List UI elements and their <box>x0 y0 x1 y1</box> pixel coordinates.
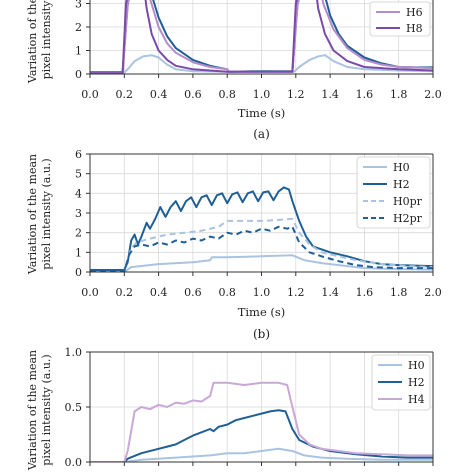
series-line-h2pr <box>90 225 433 272</box>
series-line-h8 <box>90 0 433 74</box>
x-tick-label: 1.6 <box>356 286 374 299</box>
panel-caption: (a) <box>253 127 270 141</box>
legend-box <box>356 156 431 229</box>
x-tick-label: 0.6 <box>184 88 202 101</box>
y-tick-label: 2 <box>75 227 82 240</box>
legend-label-h2: H2 <box>393 178 410 191</box>
series-line-h0pr <box>90 217 433 272</box>
x-tick-label: 1.8 <box>390 286 408 299</box>
x-tick-label: 1.2 <box>287 88 305 101</box>
y-tick-label: 5 <box>75 168 82 181</box>
x-tick-label: 0.8 <box>218 88 236 101</box>
x-tick-label: 1.6 <box>356 88 374 101</box>
x-tick-label: 0.2 <box>116 286 134 299</box>
x-tick-label: 1.0 <box>253 286 271 299</box>
y-tick-label: 4 <box>75 187 82 200</box>
legend-label-h4: H4 <box>408 393 425 406</box>
x-tick-label: 0.2 <box>116 88 134 101</box>
legend-label-h2pr: H2pr <box>393 212 423 225</box>
y-axis-label: Variation of the <box>26 0 39 84</box>
y-tick-label: 3 <box>75 0 82 11</box>
x-tick-label: 1.0 <box>253 88 271 101</box>
y-tick-label: 1 <box>75 45 82 58</box>
x-tick-label: 1.2 <box>287 286 305 299</box>
y-axis-label: pixel intensity <box>40 0 53 79</box>
x-tick-label: 1.4 <box>321 286 339 299</box>
y-tick-label: 3 <box>75 207 82 220</box>
x-tick-label: 0.4 <box>150 88 168 101</box>
y-axis-label: Variation of the mean <box>26 350 39 471</box>
x-tick-label: 0.0 <box>81 88 99 101</box>
y-tick-label: 1 <box>75 246 82 259</box>
x-tick-label: 0.4 <box>150 286 168 299</box>
y-tick-label: 2 <box>75 21 82 34</box>
y-tick-label: 0.5 <box>65 401 83 414</box>
x-axis-label: Time (s) <box>238 305 286 319</box>
y-tick-label: 0.0 <box>65 456 83 469</box>
y-tick-label: 6 <box>75 148 82 161</box>
series-line-h0 <box>90 254 433 272</box>
x-tick-label: 0.8 <box>218 286 236 299</box>
series-line-h2 <box>90 186 433 271</box>
x-tick-label: 1.4 <box>321 88 339 101</box>
legend-label-h6: H6 <box>406 6 423 19</box>
x-tick-label: 0.0 <box>81 286 99 299</box>
y-tick-label: 0 <box>75 68 82 81</box>
legend-label-h0: H0 <box>393 161 410 174</box>
panel-caption: (b) <box>253 327 270 341</box>
series-line-h4 <box>90 381 433 462</box>
y-tick-label: 0 <box>75 266 82 279</box>
y-axis-label: pixel intensity (a.u.) <box>40 158 53 269</box>
y-axis-label: pixel intensity (a.u.) <box>40 354 53 465</box>
legend-label-h8: H8 <box>406 22 423 35</box>
series-line-h0 <box>90 447 433 462</box>
legend-label-h2: H2 <box>408 376 425 389</box>
x-tick-label: 2.0 <box>424 286 442 299</box>
y-tick-label: 1.0 <box>65 346 83 359</box>
legend-label-h0: H0 <box>408 359 425 372</box>
x-axis-label: Time (s) <box>238 106 286 120</box>
x-tick-label: 0.6 <box>184 286 202 299</box>
x-tick-label: 1.8 <box>390 88 408 101</box>
y-axis-label: Variation of the mean <box>26 154 39 275</box>
legend-label-h0pr: H0pr <box>393 195 423 208</box>
x-tick-label: 2.0 <box>424 88 442 101</box>
